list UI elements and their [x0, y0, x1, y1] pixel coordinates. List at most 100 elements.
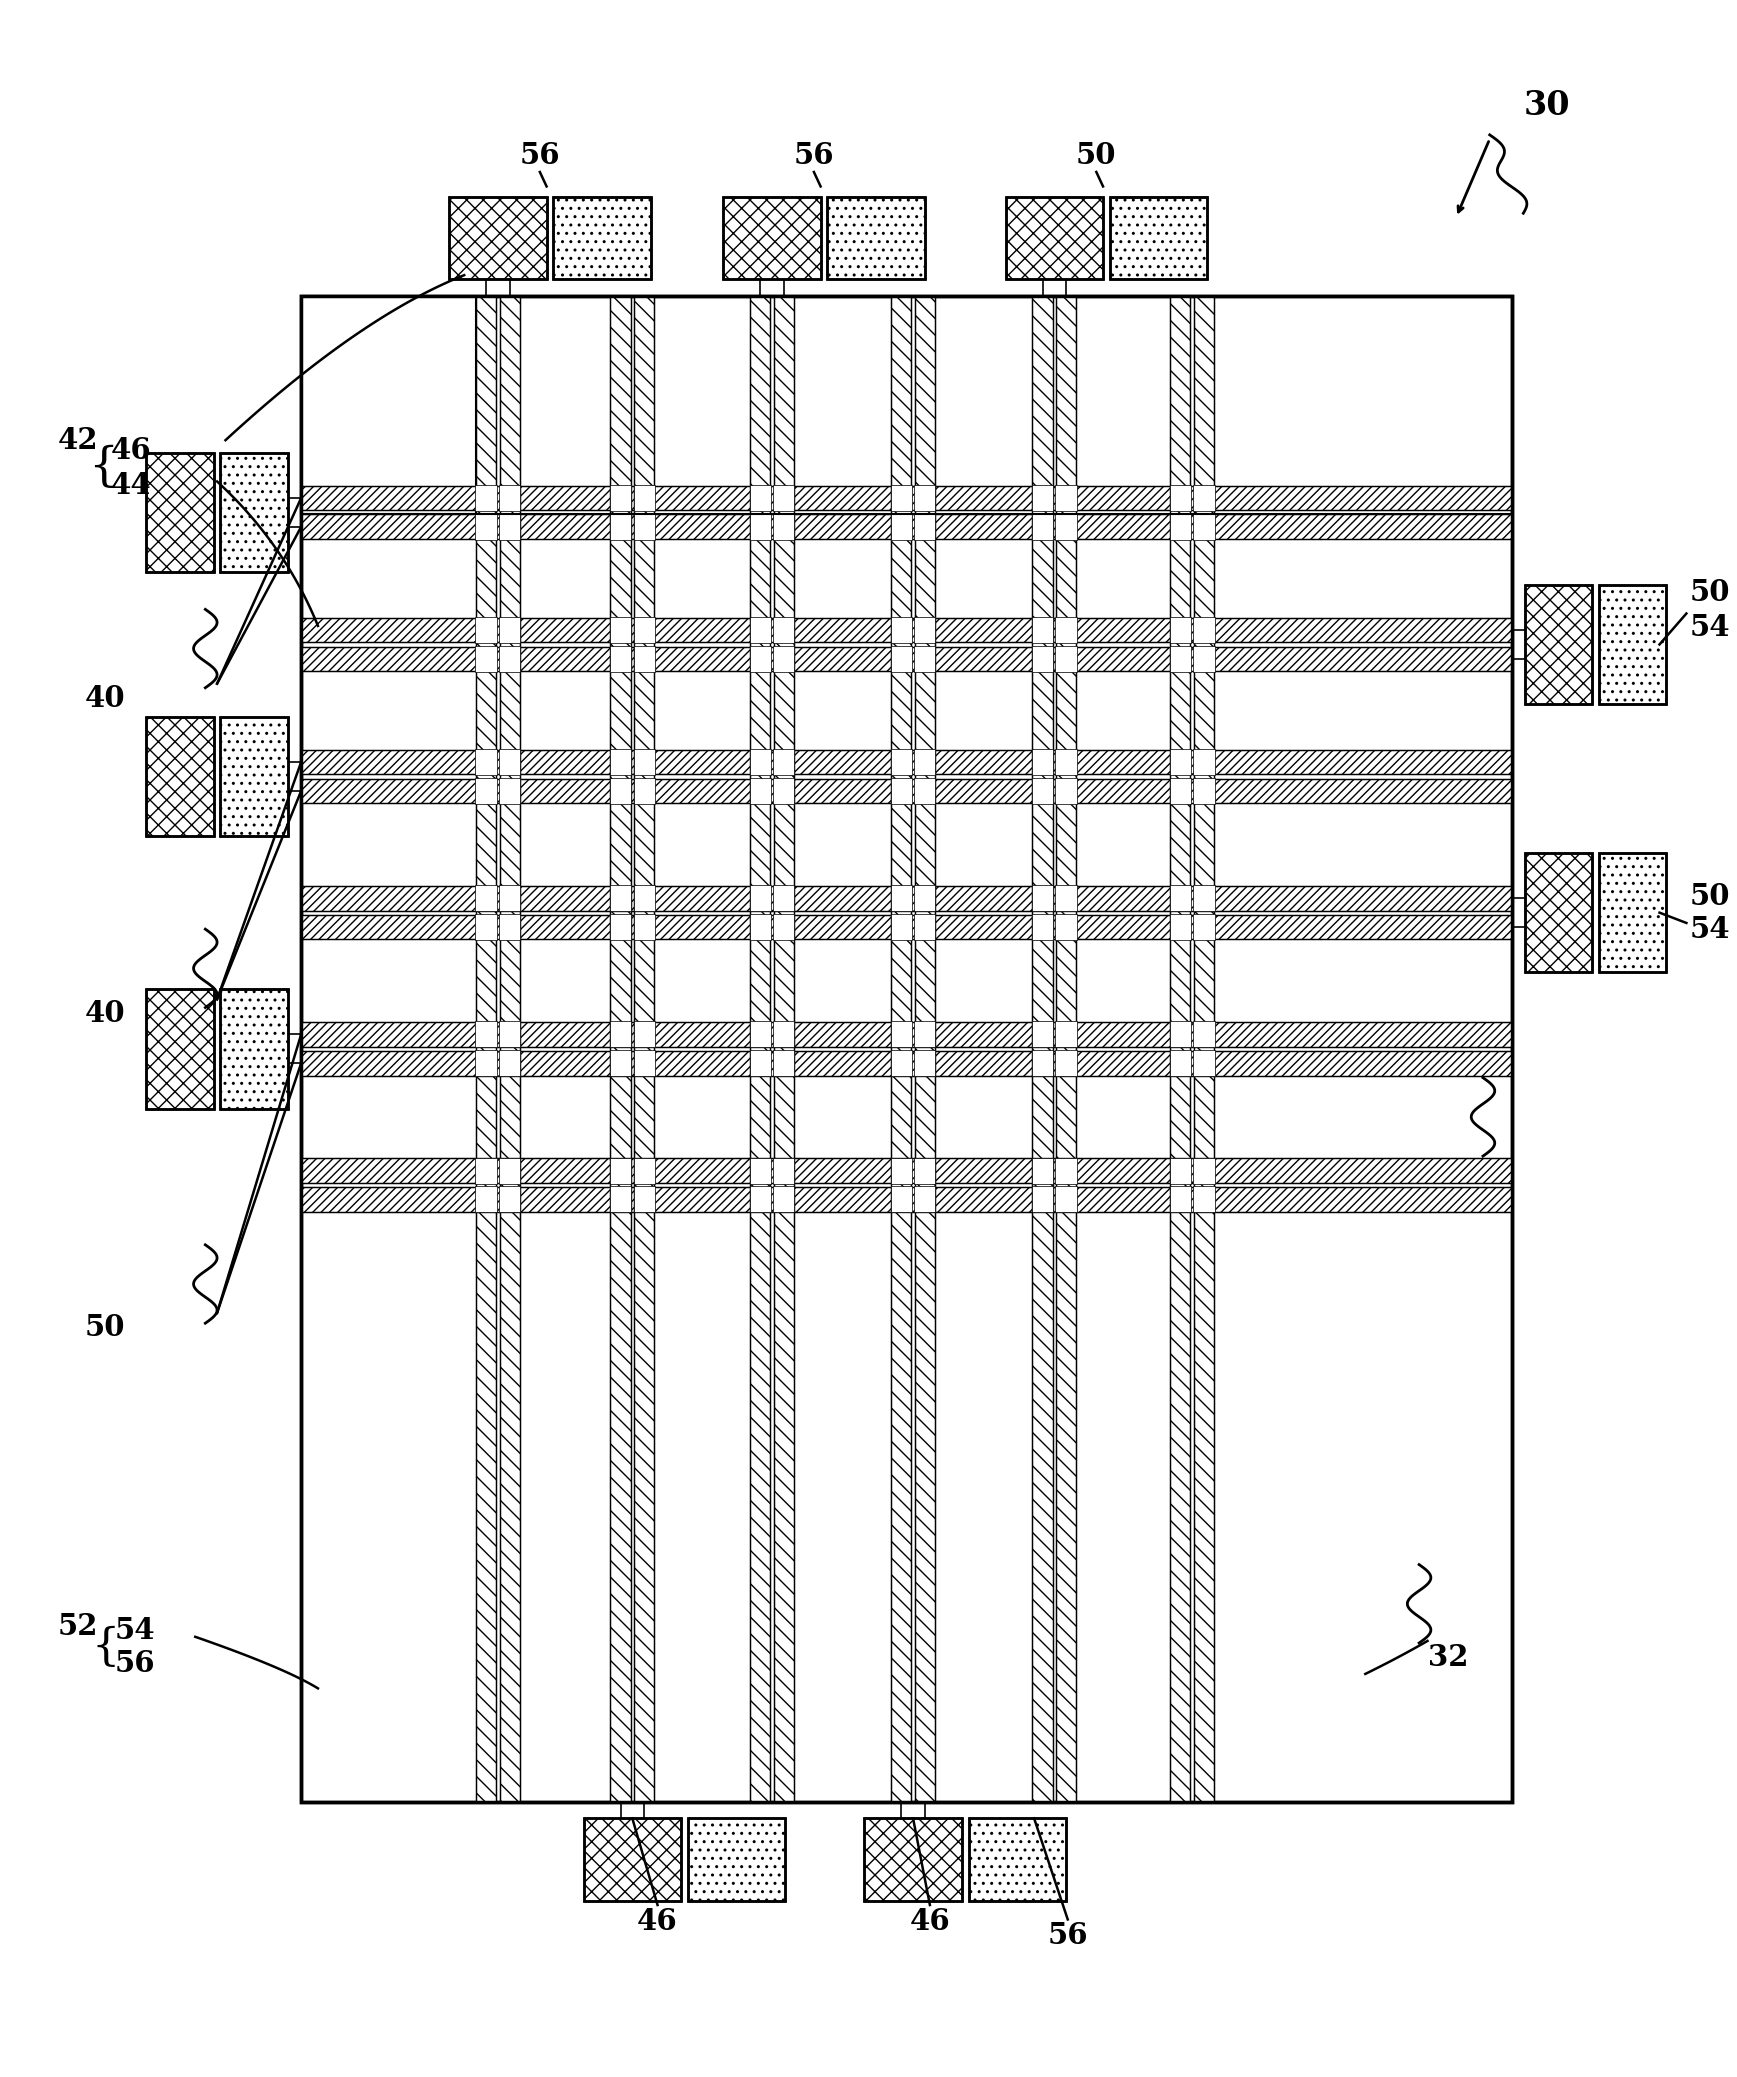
Bar [146, 453, 214, 573]
Bar [1006, 197, 1103, 278]
Bar [1110, 197, 1207, 278]
Bar [554, 197, 651, 278]
Bar [610, 885, 631, 912]
Bar [1056, 617, 1077, 644]
Bar [221, 717, 288, 837]
Bar [773, 1022, 794, 1047]
Bar [891, 1157, 912, 1184]
Bar [773, 646, 794, 671]
Bar [634, 914, 655, 941]
Bar [1056, 295, 1077, 1803]
Text: 46: 46 [637, 1907, 677, 1936]
Bar [301, 295, 476, 515]
Bar [499, 646, 519, 671]
Bar [1169, 885, 1192, 912]
Bar [1193, 484, 1214, 511]
Bar [476, 1051, 497, 1076]
Bar [865, 1817, 962, 1900]
Bar [969, 1817, 1067, 1900]
Bar [749, 617, 771, 644]
Bar [773, 779, 794, 804]
Bar [476, 1157, 497, 1184]
Bar [1169, 779, 1192, 804]
Bar [476, 617, 497, 644]
Bar [1169, 617, 1192, 644]
Bar [1600, 854, 1666, 972]
Bar [634, 750, 655, 775]
Bar [301, 617, 1511, 642]
Bar [1056, 885, 1077, 912]
Bar [1525, 854, 1593, 972]
Bar [1169, 750, 1192, 775]
Bar [301, 914, 1511, 939]
Bar [749, 1022, 771, 1047]
Bar [891, 617, 912, 644]
Bar [773, 1157, 794, 1184]
Bar [915, 295, 935, 1803]
Bar [749, 484, 771, 511]
Bar [773, 513, 794, 540]
Text: 44: 44 [111, 471, 151, 501]
Bar [476, 1186, 497, 1213]
Bar [221, 453, 288, 573]
Bar [634, 646, 655, 671]
Bar [1600, 584, 1666, 704]
Bar [221, 989, 288, 1109]
Bar [827, 197, 924, 278]
Bar [1006, 197, 1103, 278]
Bar [1056, 779, 1077, 804]
Bar [146, 717, 214, 837]
Text: {: { [90, 1626, 120, 1668]
Bar [749, 914, 771, 941]
Bar [499, 513, 519, 540]
Bar [301, 646, 1511, 671]
Bar [773, 1051, 794, 1076]
Bar [1169, 1186, 1192, 1213]
Bar [914, 1051, 936, 1076]
Bar [1169, 484, 1192, 511]
Bar [450, 197, 547, 278]
Bar [610, 1051, 631, 1076]
Text: 46: 46 [111, 436, 151, 465]
Bar [499, 617, 519, 644]
Bar [1193, 513, 1214, 540]
Bar [634, 617, 655, 644]
Bar [1056, 1022, 1077, 1047]
Bar [749, 1186, 771, 1213]
Bar [499, 484, 519, 511]
Bar [1032, 1022, 1053, 1047]
Bar [750, 295, 769, 1803]
Bar [1525, 854, 1593, 972]
Bar [865, 1817, 962, 1900]
Bar [476, 646, 497, 671]
Bar [914, 779, 936, 804]
Bar [891, 295, 912, 1803]
Bar [1056, 1157, 1077, 1184]
Bar [1169, 646, 1192, 671]
Bar [1171, 295, 1190, 1803]
Bar [1032, 617, 1053, 644]
Bar [914, 646, 936, 671]
Bar [634, 295, 655, 1803]
Bar [1032, 914, 1053, 941]
Bar [1032, 1051, 1053, 1076]
Bar [301, 486, 1511, 511]
Bar [891, 1022, 912, 1047]
Bar [914, 1157, 936, 1184]
Bar [301, 1159, 1511, 1184]
Bar [499, 750, 519, 775]
Bar [891, 646, 912, 671]
Bar [1056, 1051, 1077, 1076]
Text: {: { [87, 444, 118, 490]
Bar [688, 1817, 785, 1900]
Bar [688, 1817, 785, 1900]
Text: 46: 46 [910, 1907, 950, 1936]
Text: 40: 40 [85, 683, 125, 712]
Text: 42: 42 [57, 426, 97, 455]
Bar [773, 617, 794, 644]
Bar [891, 750, 912, 775]
Bar [146, 989, 214, 1109]
Bar [891, 1051, 912, 1076]
Bar [1032, 885, 1053, 912]
Bar [914, 914, 936, 941]
